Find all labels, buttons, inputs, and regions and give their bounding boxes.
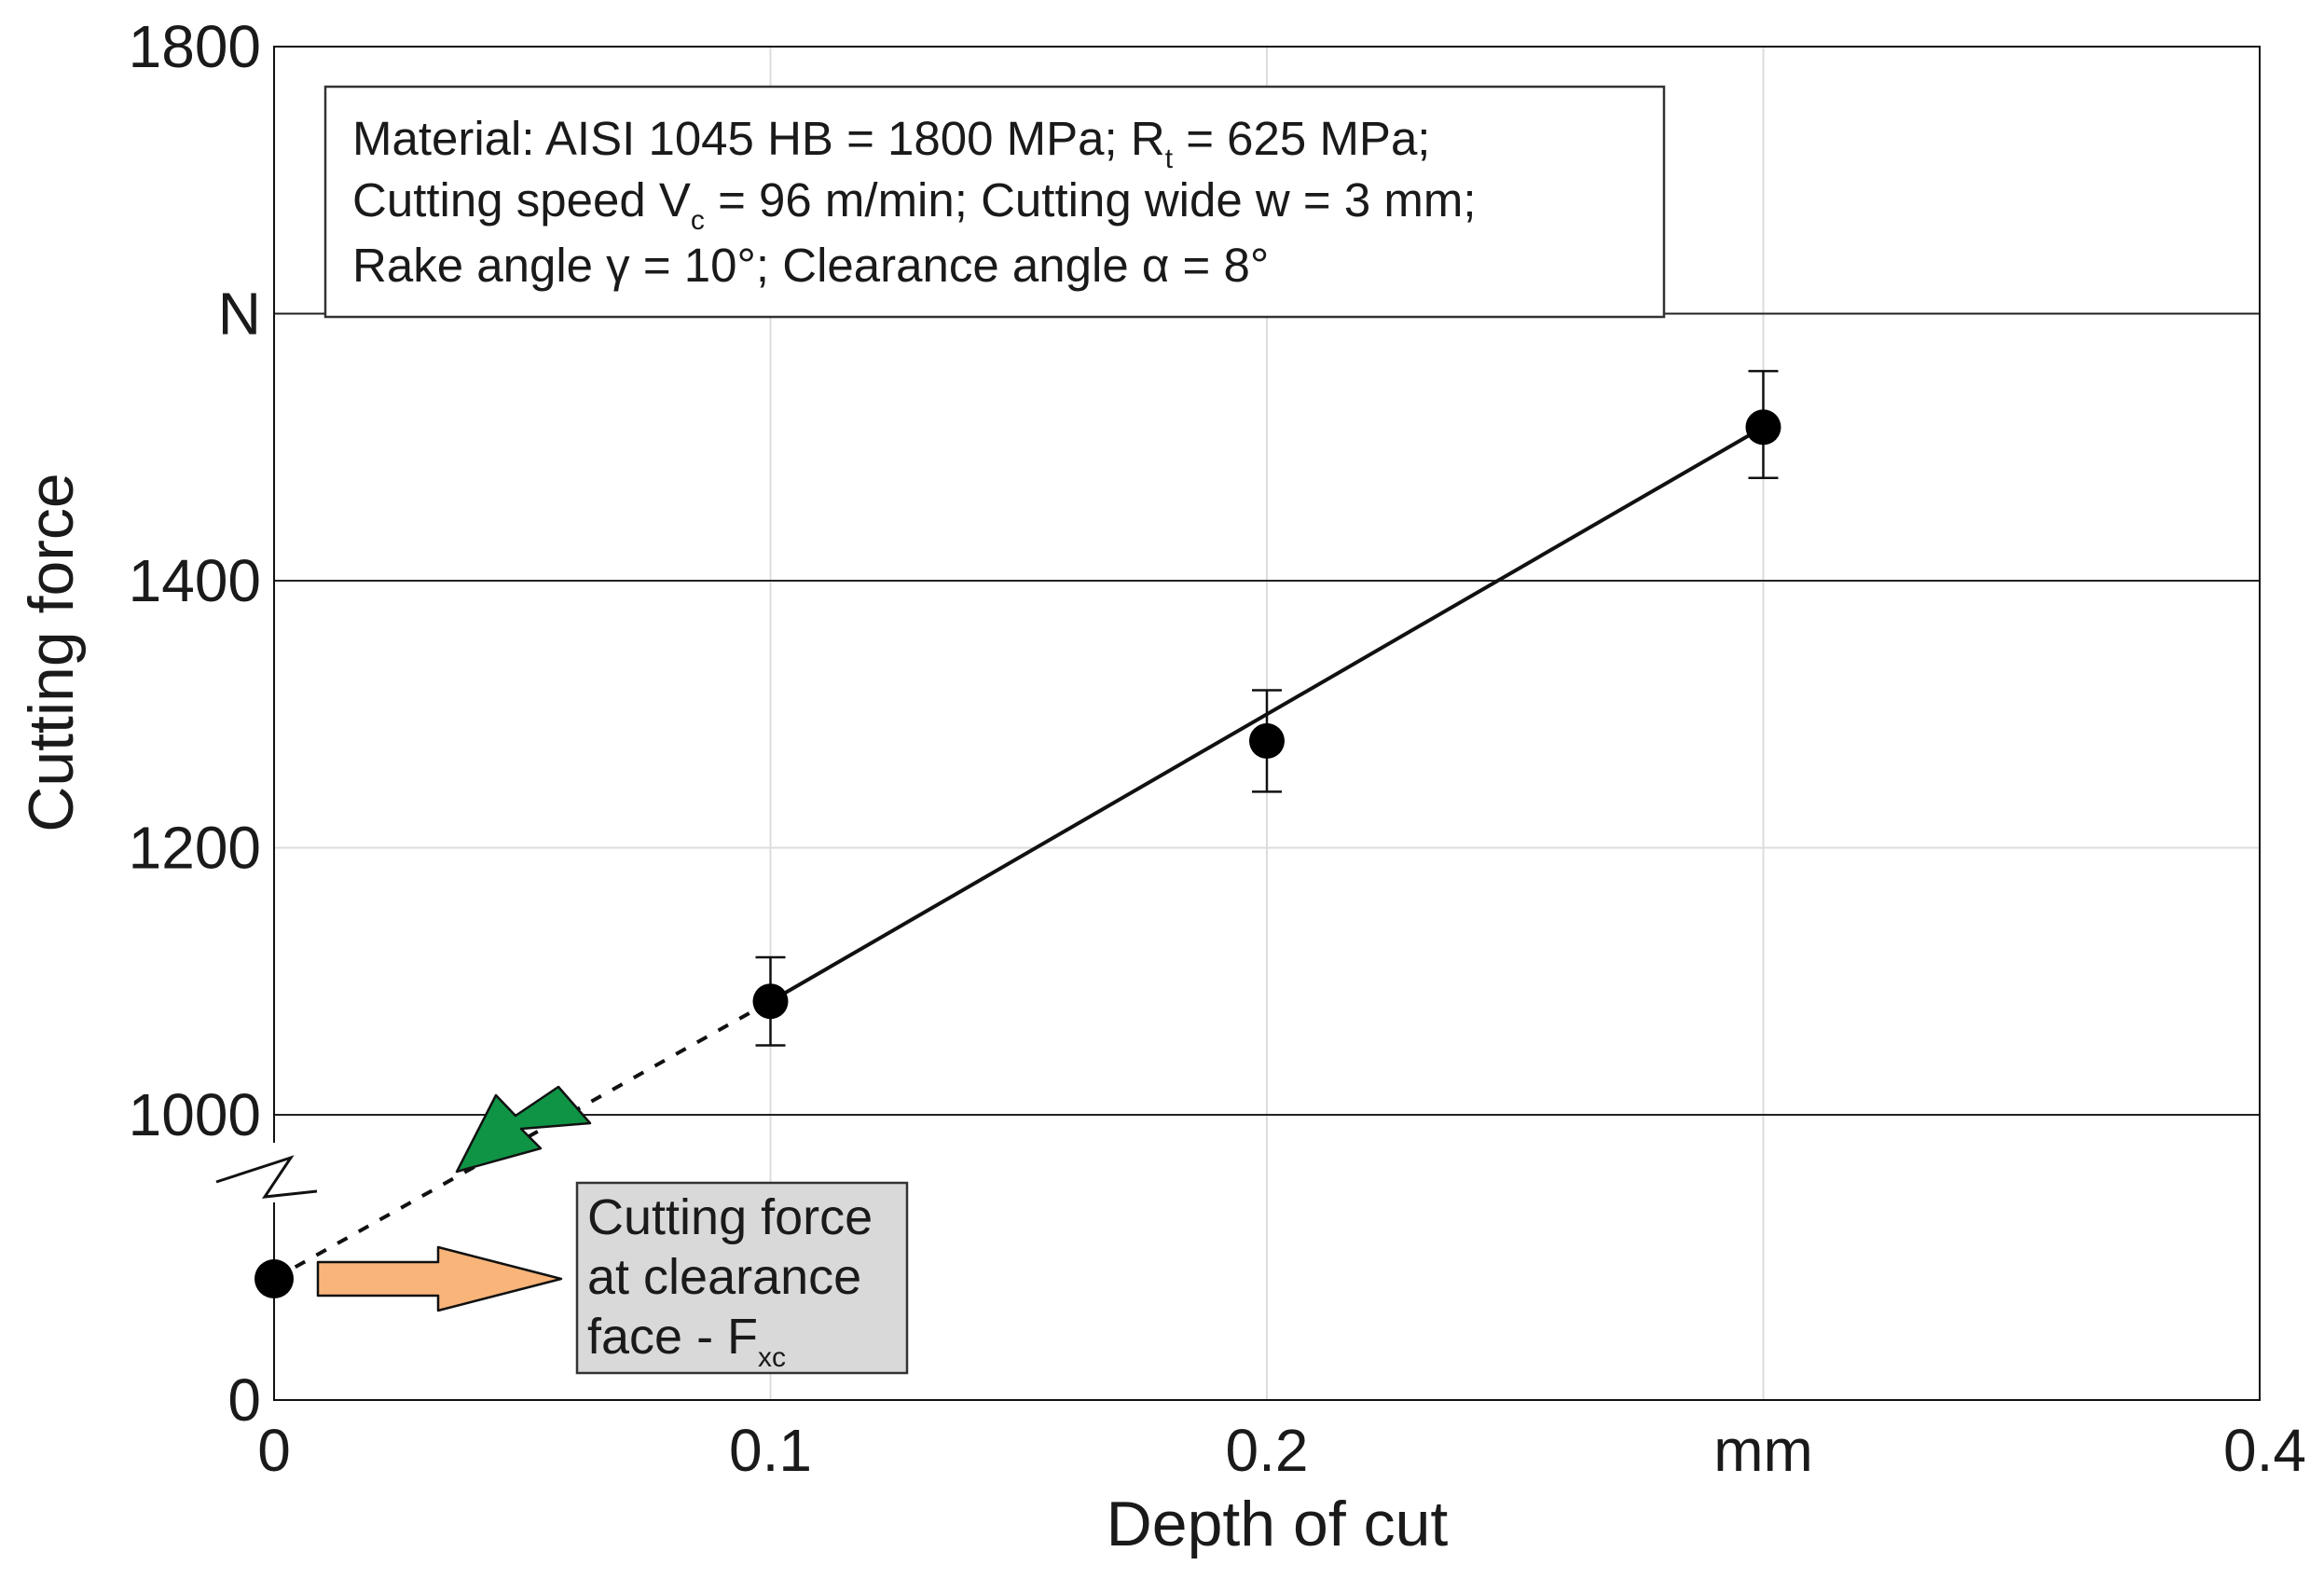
- callout-frame: [575, 1181, 909, 1375]
- clearance-force-callout: Cutting force at clearance face - Fxc: [575, 1181, 909, 1375]
- x-tick-label: 0.1: [729, 1417, 812, 1484]
- info-line-2: Cutting speed Vc = 96 m/min; Cutting wid…: [352, 173, 1477, 236]
- callout-line-3: face - Fxc: [587, 1309, 786, 1373]
- x-tick-label: 0: [257, 1417, 291, 1484]
- y-tick-labels: 0 1000 1200 1400 N 1800: [129, 13, 261, 1434]
- data-point: [1745, 409, 1781, 446]
- y-axis-break: [215, 1143, 318, 1202]
- y-tick-label: 1400: [129, 547, 261, 614]
- x-tick-label: mm: [1713, 1417, 1813, 1484]
- data-points: [254, 369, 1781, 1298]
- info-line-3: Rake angle γ = 10°; Clearance angle α = …: [352, 239, 1269, 292]
- orange-arrow-icon: [316, 1245, 563, 1312]
- plot-frame: [273, 46, 2261, 1401]
- y-tick-label: 1000: [129, 1081, 261, 1148]
- data-point: [752, 983, 789, 1020]
- callout-line-2: at clearance: [587, 1249, 861, 1305]
- info-box: Material: AISI 1045 HB = 1800 MPa; Rt = …: [323, 85, 1666, 319]
- y-tick-label: N: [218, 281, 261, 348]
- data-point: [1249, 722, 1285, 759]
- data-point-clearance-force: [254, 1259, 294, 1298]
- green-arrow-icon: [455, 1085, 592, 1174]
- y-tick-label: 0: [227, 1366, 261, 1434]
- y-tick-label: 1800: [129, 13, 261, 80]
- y-tick-label: 1200: [129, 815, 261, 882]
- callout-line-1: Cutting force: [587, 1189, 873, 1245]
- info-line-1: Material: AISI 1045 HB = 1800 MPa; Rt = …: [352, 112, 1430, 174]
- x-tick-labels: 0 0.1 0.2 mm 0.4: [257, 1417, 2306, 1484]
- x-tick-label: 0.4: [2223, 1417, 2306, 1484]
- x-tick-label: 0.2: [1226, 1417, 1309, 1484]
- y-axis-title: Cutting force: [16, 473, 87, 832]
- info-box-frame: [323, 85, 1666, 319]
- x-axis-title: Depth of cut: [1107, 1489, 1449, 1559]
